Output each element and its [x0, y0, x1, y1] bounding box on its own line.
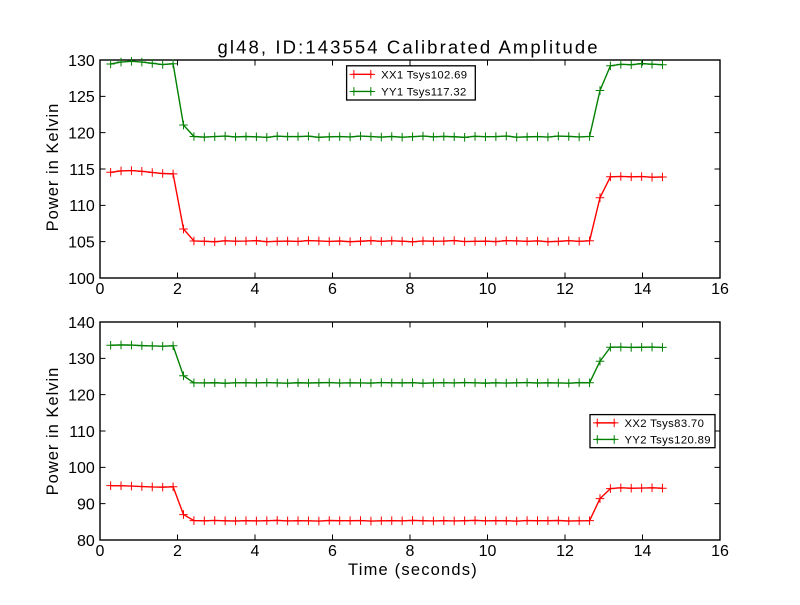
svg-text:2: 2: [173, 281, 182, 298]
svg-text:4: 4: [251, 281, 260, 298]
svg-text:120: 120: [68, 387, 95, 404]
svg-text:16: 16: [711, 543, 729, 560]
svg-text:Time (seconds): Time (seconds): [348, 561, 478, 579]
svg-text:12: 12: [556, 281, 574, 298]
svg-text:Power in Kelvin: Power in Kelvin: [44, 103, 62, 232]
svg-text:10: 10: [479, 543, 497, 560]
svg-text:90: 90: [77, 496, 95, 513]
svg-text:8: 8: [406, 543, 415, 560]
svg-text:105: 105: [68, 234, 95, 251]
svg-text:XX2 Tsys83.70: XX2 Tsys83.70: [625, 418, 705, 430]
svg-text:YY1 Tsys117.32: YY1 Tsys117.32: [381, 86, 467, 98]
svg-text:0: 0: [96, 281, 105, 298]
svg-text:140: 140: [68, 315, 95, 332]
svg-text:4: 4: [251, 543, 260, 560]
svg-text:14: 14: [634, 281, 652, 298]
svg-text:6: 6: [328, 543, 337, 560]
svg-text:YY2 Tsys120.89: YY2 Tsys120.89: [625, 434, 711, 446]
svg-text:10: 10: [479, 281, 497, 298]
svg-text:100: 100: [68, 460, 95, 477]
svg-text:130: 130: [68, 351, 95, 368]
svg-text:Power in Kelvin: Power in Kelvin: [44, 367, 62, 496]
svg-text:110: 110: [69, 198, 95, 215]
svg-text:80: 80: [77, 533, 95, 550]
svg-text:115: 115: [69, 162, 95, 179]
svg-text:110: 110: [69, 424, 95, 441]
svg-text:2: 2: [173, 543, 182, 560]
svg-text:130: 130: [68, 53, 95, 70]
svg-text:16: 16: [711, 281, 729, 298]
svg-text:125: 125: [68, 89, 95, 106]
svg-text:12: 12: [556, 543, 574, 560]
svg-text:120: 120: [68, 125, 95, 142]
svg-text:XX1 Tsys102.69: XX1 Tsys102.69: [381, 69, 467, 81]
svg-text:gl48, ID:143554 Calibrated Amp: gl48, ID:143554 Calibrated Amplitude: [218, 36, 600, 57]
svg-text:6: 6: [328, 281, 337, 298]
svg-text:14: 14: [634, 543, 652, 560]
svg-text:8: 8: [406, 281, 415, 298]
svg-text:100: 100: [68, 271, 95, 288]
svg-text:0: 0: [96, 543, 105, 560]
